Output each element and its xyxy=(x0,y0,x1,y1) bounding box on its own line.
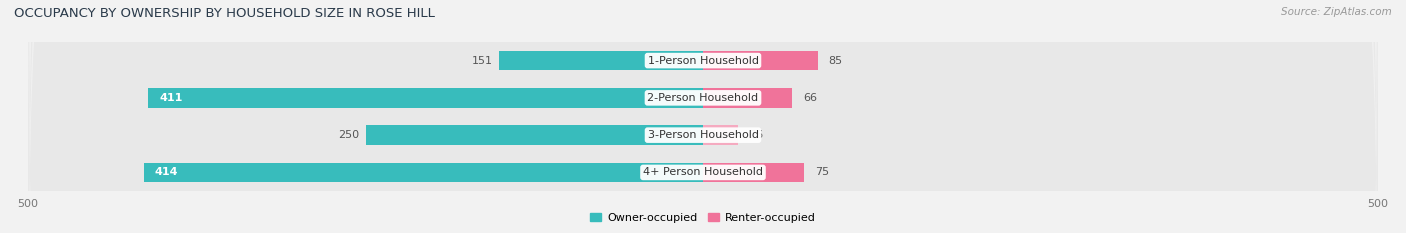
Text: 1-Person Household: 1-Person Household xyxy=(648,56,758,65)
Text: OCCUPANCY BY OWNERSHIP BY HOUSEHOLD SIZE IN ROSE HILL: OCCUPANCY BY OWNERSHIP BY HOUSEHOLD SIZE… xyxy=(14,7,434,20)
Bar xyxy=(145,163,703,182)
FancyBboxPatch shape xyxy=(28,0,1378,233)
Bar xyxy=(703,51,818,70)
FancyBboxPatch shape xyxy=(28,0,1378,233)
Bar xyxy=(703,163,804,182)
Bar xyxy=(366,125,703,145)
Text: 66: 66 xyxy=(803,93,817,103)
Text: 151: 151 xyxy=(471,56,492,65)
Text: 4+ Person Household: 4+ Person Household xyxy=(643,168,763,177)
Legend: Owner-occupied, Renter-occupied: Owner-occupied, Renter-occupied xyxy=(586,208,820,227)
FancyBboxPatch shape xyxy=(28,0,1378,233)
Text: 411: 411 xyxy=(159,93,183,103)
Text: 3-Person Household: 3-Person Household xyxy=(648,130,758,140)
Bar xyxy=(703,88,792,108)
Text: 2-Person Household: 2-Person Household xyxy=(647,93,759,103)
Bar xyxy=(148,88,703,108)
Text: Source: ZipAtlas.com: Source: ZipAtlas.com xyxy=(1281,7,1392,17)
Bar xyxy=(499,51,703,70)
Text: 75: 75 xyxy=(815,168,830,177)
Text: 414: 414 xyxy=(155,168,179,177)
Text: 85: 85 xyxy=(828,56,842,65)
Text: 26: 26 xyxy=(749,130,763,140)
Bar xyxy=(703,125,738,145)
FancyBboxPatch shape xyxy=(28,0,1378,233)
Text: 250: 250 xyxy=(337,130,359,140)
